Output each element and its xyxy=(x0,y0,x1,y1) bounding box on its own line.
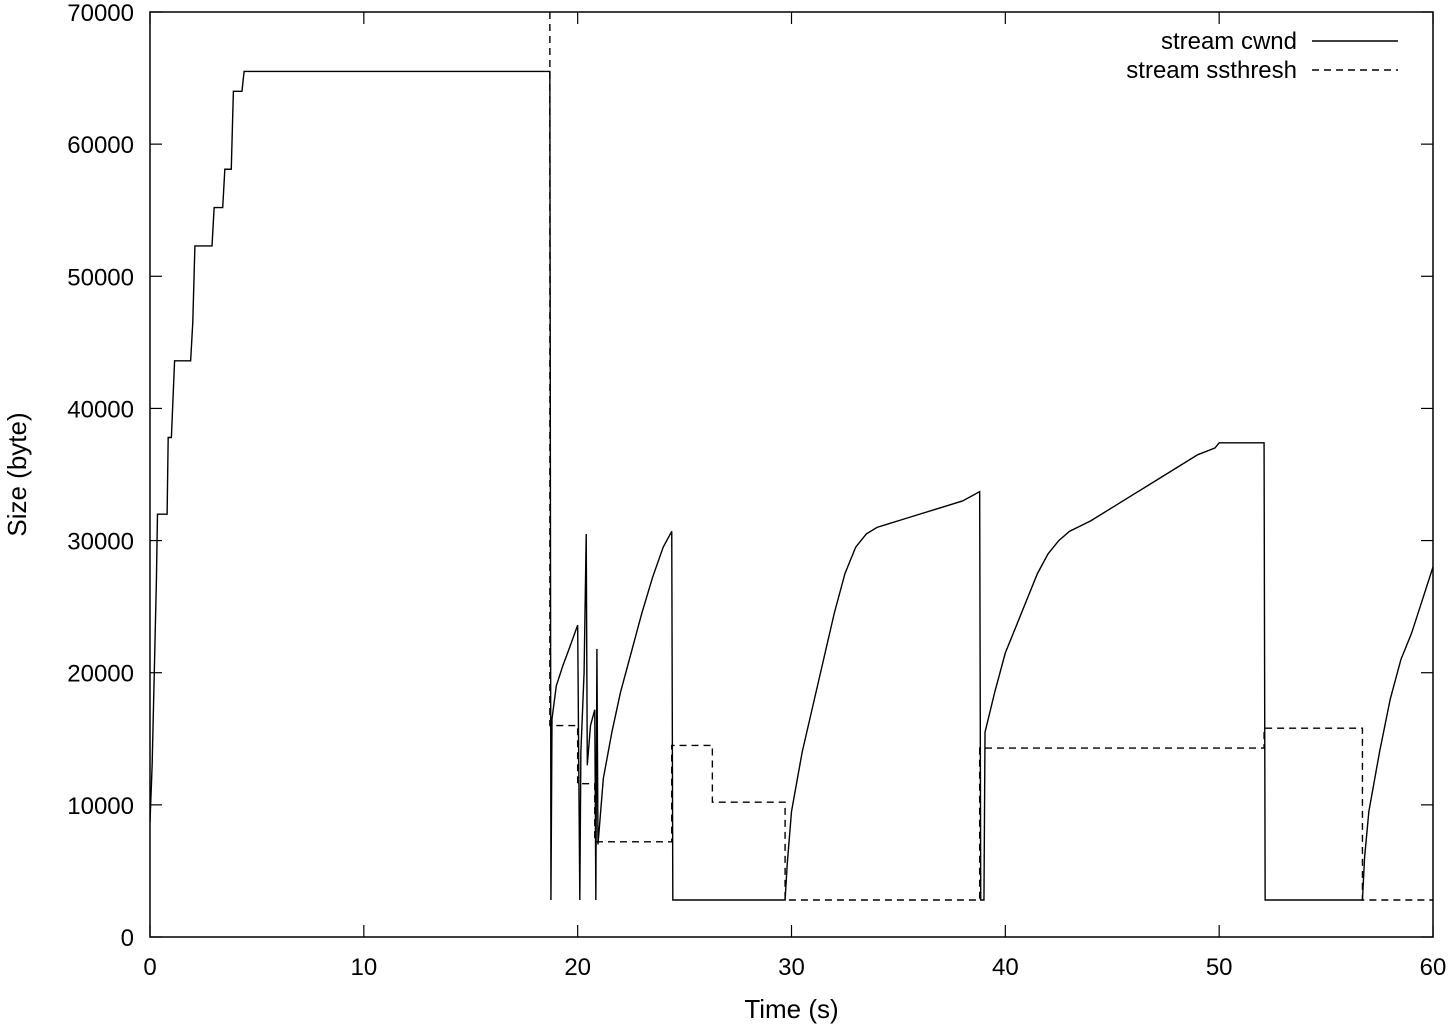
axis-tick-labels: 0 10 20 30 40 50 60 0 10000 20000 30000 40000 50000 6… xyxy=(67,0,1446,981)
y-tick-label: 30000 xyxy=(67,529,134,556)
x-tick-label: 10 xyxy=(350,954,377,981)
x-tick-label: 0 xyxy=(143,954,156,981)
series-group xyxy=(150,12,1433,901)
plot-frame xyxy=(149,11,1434,938)
x-tick-label: 50 xyxy=(1206,954,1233,981)
x-tick-label: 60 xyxy=(1420,954,1447,981)
y-tick-label: 10000 xyxy=(67,793,134,820)
y-tick-label: 20000 xyxy=(67,661,134,688)
legend-label: stream cwnd xyxy=(1161,28,1297,55)
legend-label: stream ssthresh xyxy=(1126,57,1297,84)
y-axis-label: Size (byte) xyxy=(2,412,32,536)
x-axis-label: Time (s) xyxy=(744,994,838,1024)
y-tick-label: 50000 xyxy=(67,264,134,291)
x-tick-label: 20 xyxy=(564,954,591,981)
series-line-stream-ssthresh xyxy=(549,12,1433,901)
x-tick-label: 40 xyxy=(992,954,1019,981)
y-tick-label: 70000 xyxy=(67,0,134,27)
y-tick-label: 40000 xyxy=(67,396,134,423)
axis-ticks xyxy=(149,11,1434,938)
x-tick-label: 30 xyxy=(778,954,805,981)
series-line-stream-cwnd xyxy=(150,70,1433,901)
y-tick-label: 0 xyxy=(121,925,134,952)
y-tick-label: 60000 xyxy=(67,132,134,159)
